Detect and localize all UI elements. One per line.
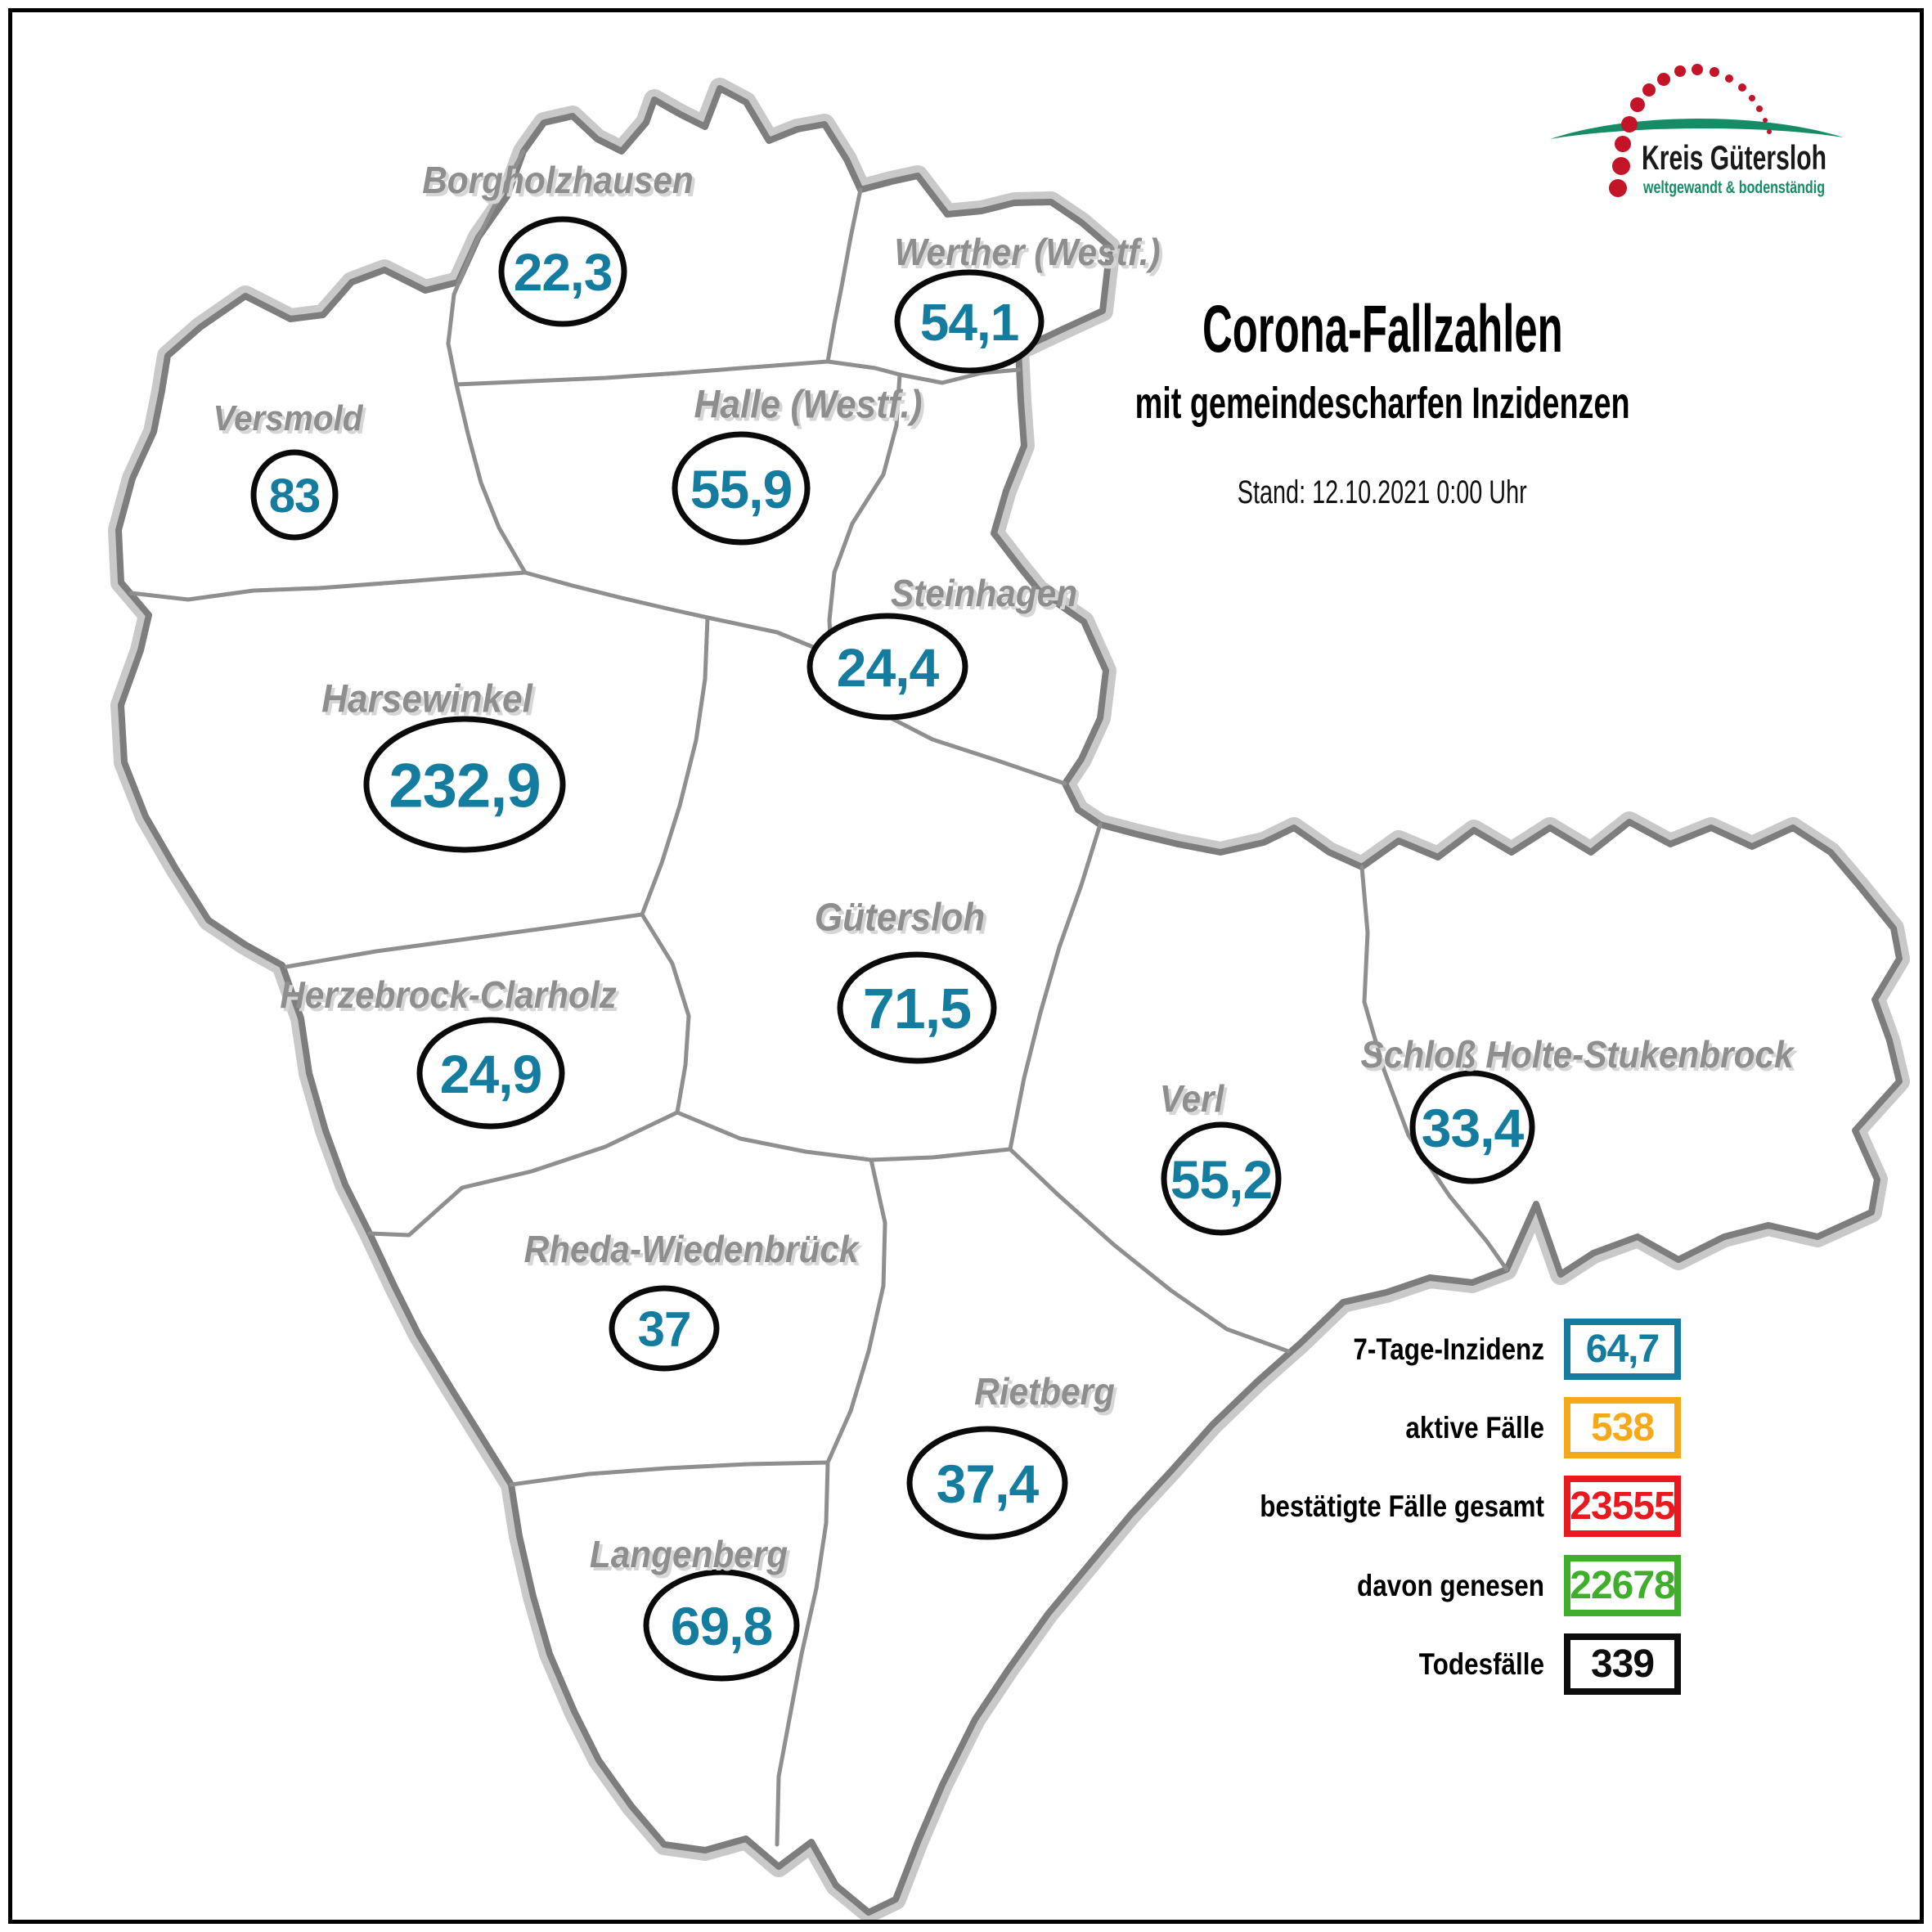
logo-tagline: weltgewandt & bodenständig <box>1642 178 1825 197</box>
page-subtitle: mit gemeindescharfen Inzidenzen <box>1134 379 1630 428</box>
municipality-label: Borgholzhausen <box>422 159 694 201</box>
incidence-value: 24,9 <box>440 1044 541 1104</box>
legend-value: 64,7 <box>1585 1327 1660 1371</box>
legend-value-box: 64,7 <box>1564 1319 1681 1380</box>
incidence-value: 54,1 <box>920 293 1019 352</box>
incidence-ellipse <box>643 1569 800 1682</box>
legend-value: 538 <box>1590 1405 1655 1449</box>
incidence-ellipses: 22,3 54,1 83 55,9 24,4 232,9 71,5 24,9 55,2 33,4 3… <box>250 216 1535 1682</box>
incidence-value: 71,5 <box>863 977 971 1040</box>
district-shape <box>108 78 1910 1923</box>
incidence-value: 22,3 <box>514 243 613 302</box>
incidence-value: 55,2 <box>1170 1149 1272 1210</box>
incidence-ellipse <box>416 1017 565 1130</box>
district-outline <box>115 85 1903 1916</box>
incidence-value: 232,9 <box>389 751 540 820</box>
incidence-ellipse <box>1161 1121 1282 1236</box>
legend-label: 7-Tage-Inzidenz <box>1353 1332 1544 1366</box>
incidence-ellipse <box>837 951 997 1064</box>
incidence-ellipse <box>498 216 627 327</box>
incidence-ellipse <box>1409 1070 1535 1184</box>
incidence-value: 83 <box>269 470 321 523</box>
incidence-ellipse <box>363 716 566 853</box>
legend-value: 339 <box>1590 1642 1655 1686</box>
incidence-value: 37,4 <box>937 1453 1040 1514</box>
incidence-value: 24,4 <box>837 637 940 698</box>
logo-swoosh-icon <box>1550 118 1844 139</box>
municipality-label: Steinhagen <box>890 572 1078 614</box>
legend-value: 22678 <box>1570 1563 1675 1607</box>
legend-value-box: 339 <box>1564 1633 1681 1695</box>
municipality-label: Halle (Westf.) <box>694 383 923 427</box>
municipality-label: Rheda-Wiedenbrück <box>523 1228 859 1270</box>
municipality-label: Versmold <box>213 398 363 438</box>
legend-value-box: 22678 <box>1564 1555 1681 1616</box>
kreis-guetersloh-logo: Kreis Gütersloh weltgewandt & bodenständ… <box>1550 64 1844 197</box>
legend-label: Todesfälle <box>1418 1647 1544 1681</box>
incidence-ellipse <box>906 1426 1068 1540</box>
incidence-value: 33,4 <box>1422 1098 1525 1158</box>
municipality-label: Herzebrock-Clarholz <box>280 973 617 1016</box>
incidence-ellipse <box>894 269 1045 374</box>
municipality-label: Harsewinkel <box>321 677 532 721</box>
legend-label: bestätigte Fälle gesamt <box>1260 1489 1544 1523</box>
page-title: Corona-Fallzahlen <box>1202 292 1563 366</box>
incidence-value: 37 <box>638 1302 691 1357</box>
date-stamp: Stand: 12.10.2021 0:00 Uhr <box>1238 474 1527 510</box>
municipality-label: Rietberg <box>974 1370 1115 1413</box>
logo-dots-arc-icon <box>1609 64 1772 197</box>
incidence-ellipse <box>806 613 968 721</box>
incidence-ellipse <box>250 449 339 541</box>
logo-name: Kreis Gütersloh <box>1642 138 1826 177</box>
incidence-value: 55,9 <box>690 459 792 519</box>
municipality-label: Werther (Westf.) <box>894 231 1161 273</box>
municipality-label: Verl <box>1159 1077 1224 1120</box>
legend-value: 23555 <box>1570 1484 1675 1528</box>
municipality-label: Langenberg <box>589 1533 789 1575</box>
incidence-ellipse <box>672 431 811 546</box>
legend-value-box: 23555 <box>1564 1476 1681 1537</box>
legend-label: davon genesen <box>1357 1569 1544 1602</box>
incidence-ellipse <box>609 1285 720 1372</box>
incidence-value: 69,8 <box>671 1596 772 1656</box>
legend-value-box: 538 <box>1564 1397 1681 1458</box>
legend-label: aktive Fälle <box>1405 1411 1544 1445</box>
municipality-label: Gütersloh <box>814 896 986 940</box>
municipality-label: Schloß Holte-Stukenbrock <box>1360 1033 1794 1076</box>
